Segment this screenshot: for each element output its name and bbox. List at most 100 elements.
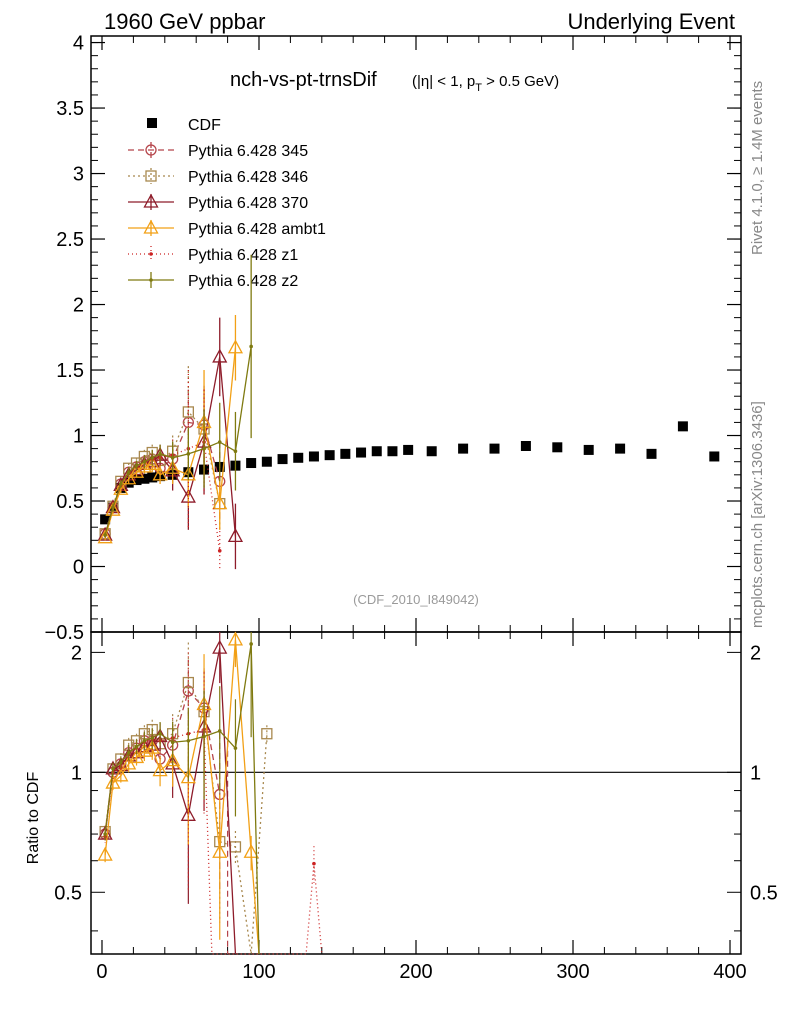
cdf-data-point bbox=[147, 472, 158, 483]
cdf-data-point bbox=[615, 443, 626, 454]
x-tick-label: 200 bbox=[399, 961, 432, 983]
cdf-data-point bbox=[403, 444, 414, 455]
series-point bbox=[249, 344, 253, 349]
ratio-point bbox=[119, 760, 123, 765]
ratio-point bbox=[113, 767, 129, 782]
cdf-data-point bbox=[458, 443, 469, 454]
cdf-data-point bbox=[371, 446, 382, 457]
legend-label: Pythia 6.428 370 bbox=[188, 195, 308, 212]
cdf-data-point bbox=[293, 452, 304, 463]
main-y-tick-label: 2.5 bbox=[56, 229, 84, 251]
series-point bbox=[227, 528, 244, 543]
cdf-data-point bbox=[552, 442, 563, 453]
series-point bbox=[186, 452, 191, 456]
main-y-tick-label: 1.5 bbox=[56, 360, 84, 382]
header-left: 1960 GeV ppbar bbox=[104, 9, 265, 34]
ratio-point bbox=[134, 744, 139, 749]
ratio-point bbox=[243, 843, 259, 858]
x-tick-label: 100 bbox=[242, 961, 275, 983]
main-y-tick-label: 0 bbox=[73, 557, 84, 579]
ratio-point bbox=[180, 769, 196, 784]
series-point bbox=[217, 548, 222, 553]
cdf-data-point bbox=[387, 446, 398, 457]
x-tick-label: 0 bbox=[96, 961, 107, 983]
series-point bbox=[144, 455, 160, 470]
cdf-data-point bbox=[246, 458, 257, 469]
series-point bbox=[152, 466, 168, 481]
header-right: Underlying Event bbox=[567, 9, 735, 34]
series-point bbox=[105, 501, 121, 516]
main-y-tick-label: 0.5 bbox=[56, 491, 84, 513]
series-point bbox=[150, 455, 155, 460]
ratio-y-tick-label-right: 1 bbox=[750, 762, 761, 784]
series-point bbox=[111, 505, 115, 510]
legend-marker-cdf bbox=[147, 118, 157, 128]
plot-title: nch-vs-pt-trnsDif (|η| < 1, pT > 0.5 GeV… bbox=[230, 69, 559, 94]
series-point bbox=[113, 480, 129, 495]
series-point bbox=[227, 339, 244, 354]
ratio-series-line bbox=[104, 689, 221, 835]
main-y-tick-label: −0.5 bbox=[45, 622, 84, 644]
ratio-point bbox=[312, 861, 316, 866]
ratio-point bbox=[150, 736, 155, 740]
ratio-y-tick-labels: 0.5 1 2 0.5 1 2 bbox=[54, 642, 778, 904]
legend-label: Pythia 6.428 ambt1 bbox=[188, 221, 326, 238]
ratio-point bbox=[165, 752, 181, 767]
ratio-point bbox=[158, 731, 162, 736]
ratio-point bbox=[105, 774, 121, 789]
ratio-point bbox=[261, 728, 273, 740]
title-cut-eta: (|η| < 1, p bbox=[412, 73, 475, 90]
series-point bbox=[212, 495, 228, 510]
legend-label: Pythia 6.428 345 bbox=[188, 143, 308, 160]
series-point bbox=[126, 470, 131, 474]
series-point bbox=[119, 482, 123, 486]
legend-label: Pythia 6.428 z2 bbox=[188, 273, 298, 290]
cdf-data-point bbox=[340, 448, 351, 459]
source-label: mcplots.cern.ch [arXiv:1306.3436] bbox=[749, 401, 766, 628]
ratio-point bbox=[233, 746, 238, 750]
ratio-series-line bbox=[104, 680, 268, 955]
legend-marker bbox=[145, 170, 157, 182]
cdf-data-point bbox=[324, 450, 335, 461]
cdf-data-point bbox=[583, 444, 594, 455]
legend-label: Pythia 6.428 346 bbox=[188, 169, 308, 186]
main-y-tick-label: 1 bbox=[73, 426, 84, 448]
legend-label: Pythia 6.428 z1 bbox=[188, 247, 298, 264]
series-point bbox=[170, 455, 175, 460]
rivet-label: Rivet 4.1.0, ≥ 1.4M events bbox=[749, 81, 766, 255]
ratio-point bbox=[152, 762, 168, 777]
series-point bbox=[142, 459, 147, 464]
ratio-series-line bbox=[104, 728, 323, 955]
ratio-ylabel: Ratio to CDF bbox=[25, 772, 42, 865]
analysis-watermark: (CDF_2010_I849042) bbox=[353, 592, 479, 607]
ratio-series-line bbox=[104, 647, 237, 955]
ratio-y-tick-label-right: 0.5 bbox=[750, 882, 778, 904]
legend-label-cdf: CDF bbox=[188, 117, 221, 134]
ratio-point bbox=[126, 750, 131, 755]
cdf-data-point bbox=[308, 451, 319, 462]
legend-marker bbox=[149, 278, 153, 282]
ratio-y-tick-label: 1 bbox=[71, 762, 82, 784]
ratio-point bbox=[186, 738, 191, 743]
title-cut-sub: T bbox=[475, 82, 482, 94]
ratio-y-tick-label-right: 2 bbox=[750, 642, 761, 664]
series-point bbox=[128, 463, 145, 478]
series-point bbox=[97, 529, 113, 544]
series-point bbox=[202, 446, 206, 451]
ratio-point bbox=[111, 767, 115, 771]
legend-marker bbox=[145, 144, 157, 156]
cdf-data-point bbox=[426, 446, 437, 457]
ratio-point bbox=[227, 631, 244, 646]
legend: CDF Pythia 6.428 345 Pythia 6.428 346 Py… bbox=[128, 117, 326, 290]
chart-marks bbox=[91, 36, 741, 955]
series-point bbox=[233, 449, 238, 454]
cdf-data-point bbox=[646, 448, 657, 459]
series-point bbox=[217, 440, 222, 444]
title-main: nch-vs-pt-trnsDif bbox=[230, 69, 377, 91]
main-y-tick-labels: −0.5 0 0.5 1 1.5 2 2.5 3 3.5 4 bbox=[45, 33, 84, 644]
cdf-data-point bbox=[709, 451, 720, 462]
x-tick-label: 400 bbox=[713, 961, 746, 983]
series-point bbox=[134, 463, 139, 468]
main-y-tick-label: 3 bbox=[73, 164, 84, 186]
